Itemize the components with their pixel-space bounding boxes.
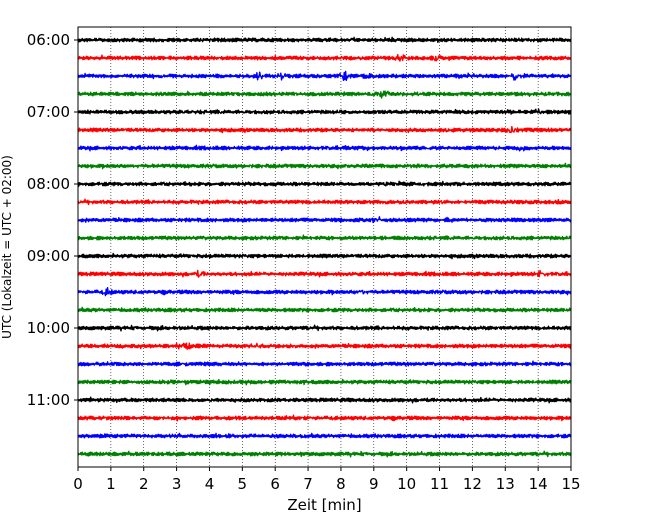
x-tick-label: 7 [303, 475, 313, 493]
y-axis-label: UTC (Lokalzeit = UTC + 02:00) [0, 155, 14, 339]
x-tick-label: 1 [106, 475, 116, 493]
x-tick-label: 12 [463, 475, 482, 493]
trace-1045 [77, 378, 572, 386]
y-tick-label: 11:00 [27, 391, 70, 409]
x-axis-label: Zeit [min] [287, 496, 361, 514]
x-tick-label: 6 [270, 475, 280, 493]
x-tick-label: 11 [430, 475, 449, 493]
x-tick-label: 4 [205, 475, 215, 493]
trace-0600 [77, 36, 572, 44]
x-tick-label: 8 [336, 475, 346, 493]
x-tick-label: 13 [496, 475, 515, 493]
trace-0815 [77, 198, 572, 206]
trace-1145 [77, 450, 572, 458]
trace-0700 [77, 108, 572, 115]
trace-0930 [77, 286, 572, 297]
trace-0745 [77, 162, 572, 170]
trace-0915 [77, 269, 572, 278]
trace-0645 [77, 90, 572, 99]
x-tick-label: 0 [73, 475, 83, 493]
trace-0715 [77, 125, 572, 134]
x-tick-label: 10 [397, 475, 416, 493]
trace-0945 [77, 306, 572, 313]
trace-0845 [77, 234, 572, 241]
trace-1030 [77, 360, 572, 367]
trace-0615 [77, 53, 572, 62]
trace-1015 [77, 342, 572, 350]
trace-0800 [77, 180, 572, 187]
trace-1000 [77, 324, 572, 332]
trace-0830 [77, 216, 572, 224]
y-tick-label: 08:00 [27, 175, 70, 193]
trace-1130 [77, 432, 572, 439]
plot-background [78, 27, 571, 467]
grid-lines [110, 27, 539, 467]
plot-frame [77, 26, 572, 468]
trace-0900 [77, 252, 572, 260]
x-tick-label: 15 [561, 475, 580, 493]
trace-1100 [77, 396, 572, 404]
y-tick-label: 07:00 [27, 103, 70, 121]
y-axis-ticks: 06:00 07:00 08:00 09:00 10:00 11:00 [27, 31, 78, 409]
x-tick-label: 9 [369, 475, 379, 493]
y-tick-label: 06:00 [27, 31, 70, 49]
x-tick-label: 3 [172, 475, 182, 493]
x-axis-ticks: 0 1 2 3 4 5 6 7 8 9 10 11 12 13 14 15 [73, 467, 581, 493]
y-tick-label: 09:00 [27, 247, 70, 265]
x-tick-label: 5 [238, 475, 248, 493]
y-tick-label: 10:00 [27, 319, 70, 337]
x-tick-label: 2 [139, 475, 149, 493]
trace-0630 [77, 70, 572, 82]
trace-1115 [77, 414, 572, 422]
trace-0730 [77, 144, 572, 152]
traces [77, 36, 572, 458]
x-tick-label: 14 [529, 475, 548, 493]
